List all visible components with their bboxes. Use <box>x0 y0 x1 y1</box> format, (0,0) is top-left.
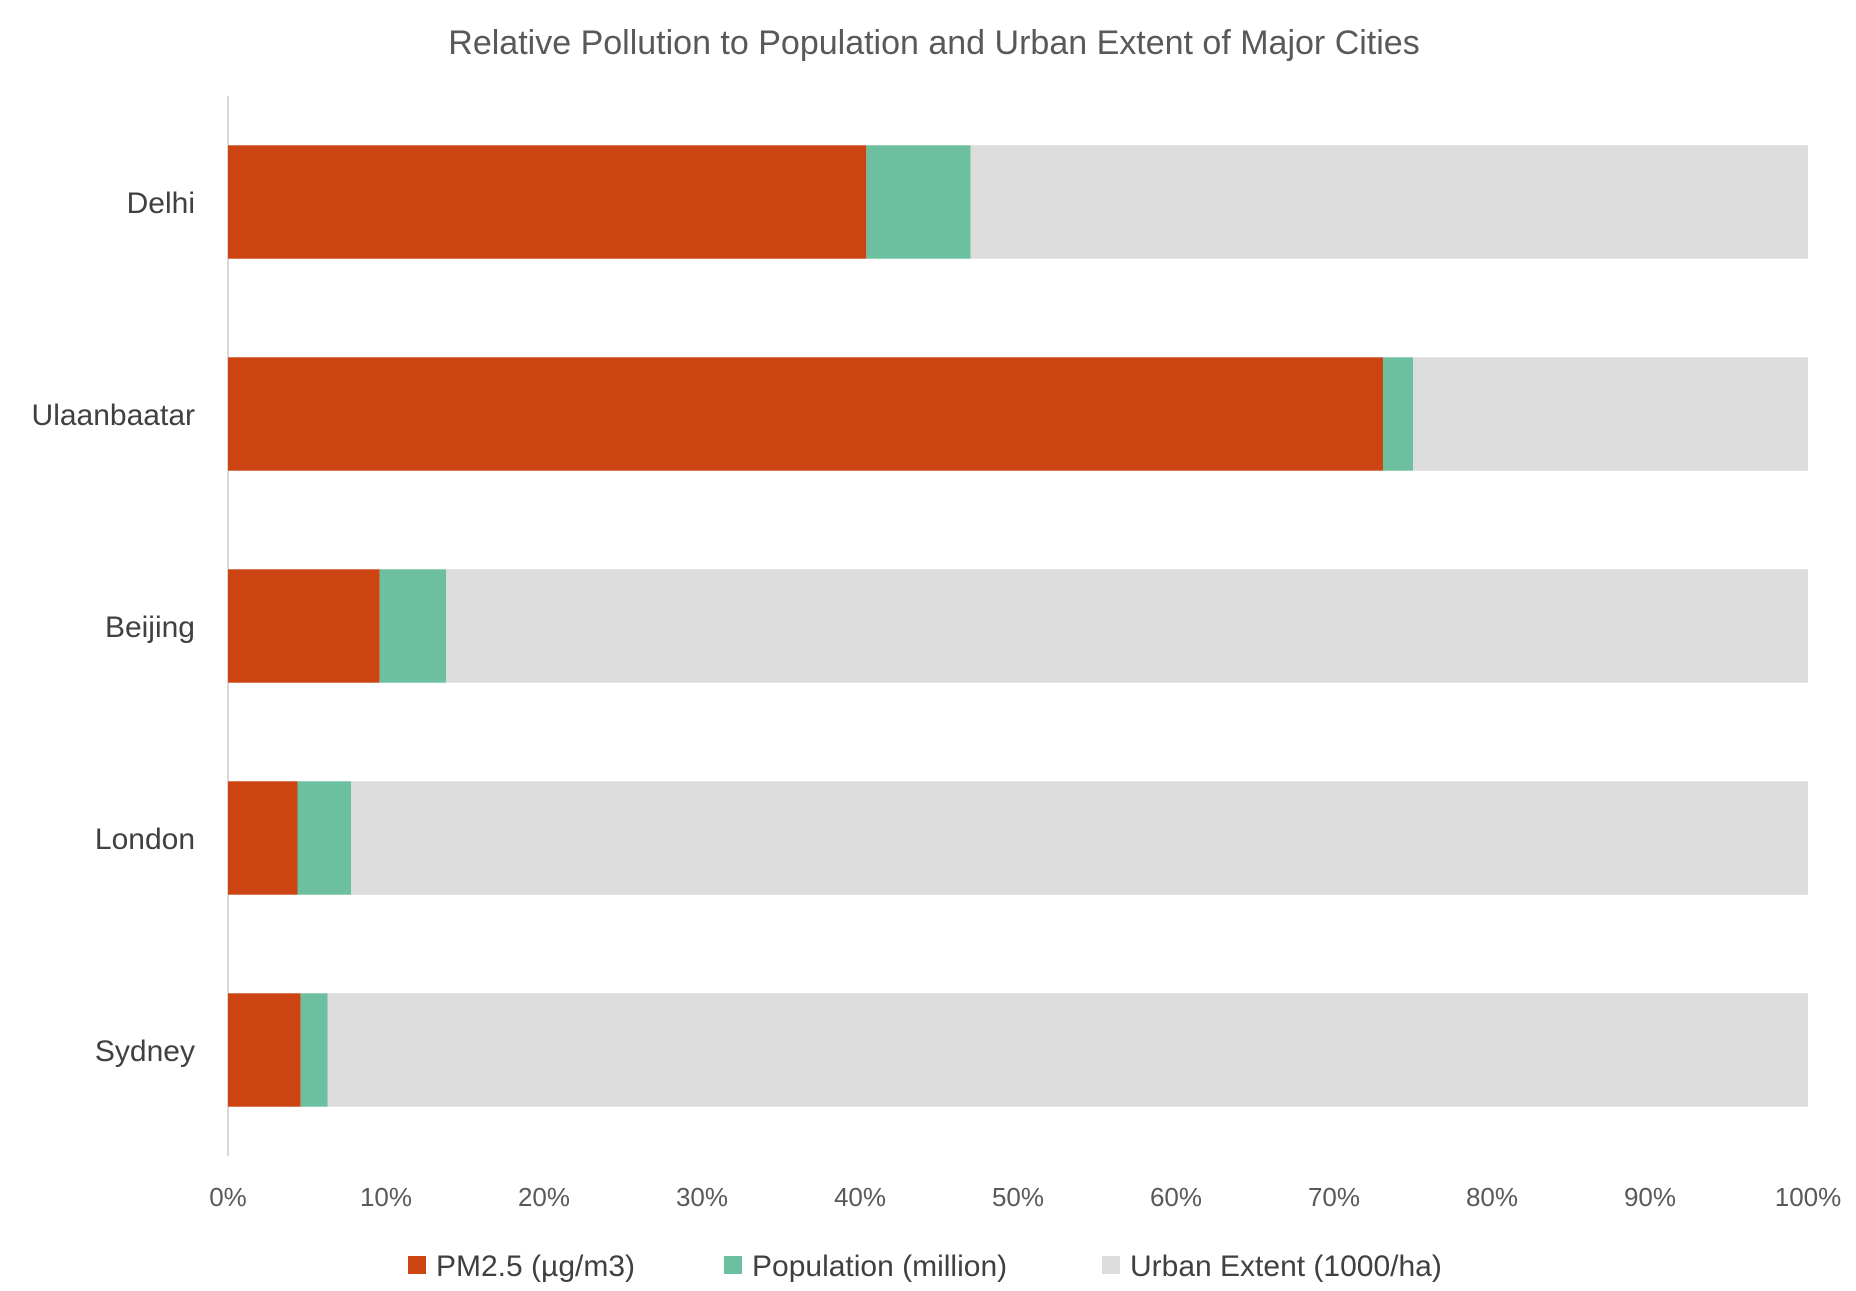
category-label: London <box>95 823 195 856</box>
x-tick-label: 60% <box>1150 1182 1202 1212</box>
x-tick-label: 20% <box>518 1182 570 1212</box>
bar-segment-beijing-series-1 <box>379 569 447 683</box>
x-tick-label: 30% <box>676 1182 728 1212</box>
category-label: Delhi <box>127 187 195 220</box>
bars-group <box>228 145 1808 1107</box>
bar-segment-london-series-0 <box>228 781 298 895</box>
category-label: Ulaanbaatar <box>32 399 195 432</box>
legend-swatch <box>1102 1256 1120 1274</box>
category-label: Sydney <box>95 1035 195 1068</box>
x-tick-label: 70% <box>1308 1182 1360 1212</box>
chart-title: Relative Pollution to Population and Urb… <box>448 24 1419 62</box>
x-tick-label: 40% <box>834 1182 886 1212</box>
x-tick-label: 80% <box>1466 1182 1518 1212</box>
legend-swatch <box>724 1256 742 1274</box>
legend: PM2.5 (µg/m3) Population (million) Urban E… <box>408 1250 1442 1283</box>
bar-segment-ulaanbaatar-series-2 <box>1413 357 1808 471</box>
x-axis-tick-labels: 0% 10% 20% 30% 40% 50% 60% 70% 80% 90% 100% <box>209 1182 1841 1212</box>
x-tick-label: 0% <box>209 1182 247 1212</box>
bar-segment-sydney-series-2 <box>327 993 1808 1107</box>
x-tick-label: 50% <box>992 1182 1044 1212</box>
category-labels: Delhi Ulaanbaatar Beijing London Sydney <box>32 187 195 1068</box>
bar-segment-ulaanbaatar-series-1 <box>1382 357 1413 471</box>
bar-segment-delhi-series-0 <box>228 145 867 259</box>
bar-segment-london-series-1 <box>297 781 352 895</box>
bar-segment-sydney-series-0 <box>228 993 301 1107</box>
bar-segment-delhi-series-2 <box>970 145 1808 259</box>
legend-label: Urban Extent (1000/ha) <box>1130 1250 1442 1283</box>
legend-label: Population (million) <box>752 1250 1007 1283</box>
x-tick-label: 100% <box>1775 1182 1842 1212</box>
legend-label: PM2.5 (µg/m3) <box>436 1250 635 1283</box>
category-label: Beijing <box>105 611 195 644</box>
x-tick-label: 90% <box>1624 1182 1676 1212</box>
bar-segment-delhi-series-1 <box>866 145 971 259</box>
bar-segment-beijing-series-0 <box>228 569 380 683</box>
bar-segment-ulaanbaatar-series-0 <box>228 357 1383 471</box>
bar-segment-sydney-series-1 <box>300 993 328 1107</box>
legend-swatch <box>408 1256 426 1274</box>
bar-segment-london-series-2 <box>351 781 1808 895</box>
bar-segment-beijing-series-2 <box>446 569 1808 683</box>
x-tick-label: 10% <box>360 1182 412 1212</box>
